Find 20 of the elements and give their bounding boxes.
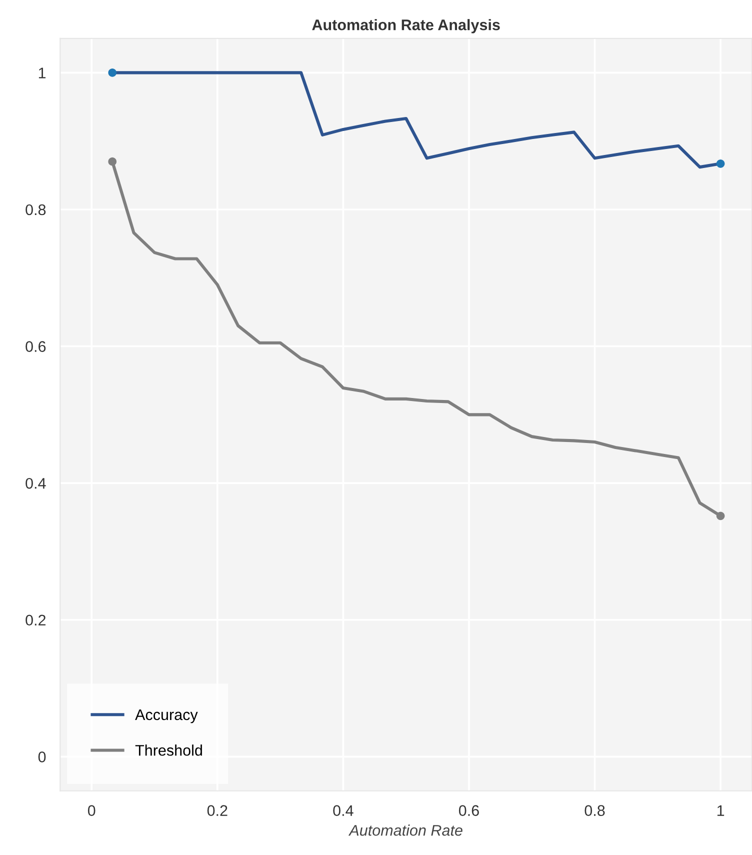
x-tick-label: 1 bbox=[717, 805, 724, 816]
y-tick-label: 0 bbox=[38, 752, 46, 762]
chart-title: Automation Rate Analysis bbox=[312, 19, 500, 34]
point bbox=[716, 512, 725, 520]
x-tick-label: 0.6 bbox=[458, 805, 479, 816]
y-tick-label: 0.2 bbox=[26, 614, 46, 626]
y-tick-label: 0.6 bbox=[26, 341, 46, 352]
point bbox=[716, 159, 725, 168]
legend-label: Accuracy bbox=[135, 709, 198, 724]
y-tick-label: 0.8 bbox=[26, 204, 46, 216]
y-tick-label: 0.4 bbox=[26, 478, 46, 489]
point bbox=[108, 157, 117, 166]
legend-label: Threshold bbox=[135, 744, 202, 756]
x-tick-label: 0 bbox=[88, 805, 96, 816]
point bbox=[108, 68, 117, 77]
x-tick-label: 0.8 bbox=[584, 805, 605, 816]
y-tick-label: 1 bbox=[38, 68, 46, 78]
x-axis-title: Automation Rate bbox=[348, 824, 462, 836]
x-tick-label: 0.2 bbox=[207, 805, 228, 816]
x-tick-label: 0.4 bbox=[333, 805, 354, 816]
